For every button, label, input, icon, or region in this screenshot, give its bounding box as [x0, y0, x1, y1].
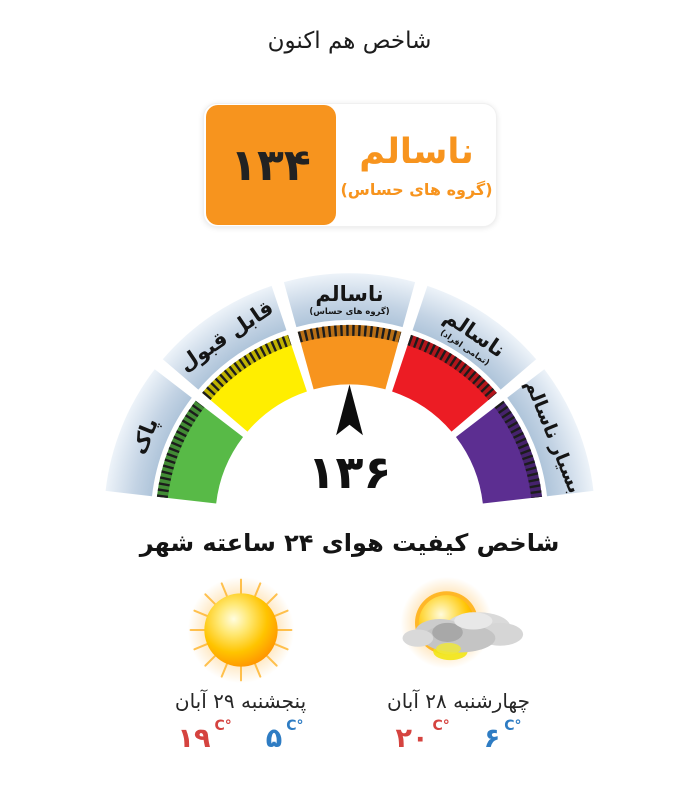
temp-low: ۶ C°: [483, 718, 522, 754]
gauge-segment-very-unhealthy: بسیار ناسالم: [455, 369, 594, 504]
celsius-unit: C°: [214, 718, 232, 734]
forecast-date: چهارشنبه ۲۸ آبان: [387, 689, 530, 713]
forecast-title: شاخص کیفیت هوای ۲۴ ساعته شهر: [139, 529, 560, 557]
temp-low: ۵ C°: [265, 718, 304, 754]
partly-cloudy-icon: [384, 575, 534, 685]
temp-high: ۱۹ C°: [177, 718, 232, 754]
temperature-row: ۱۹ C° ۵ C°: [177, 718, 304, 754]
aqi-status-sublabel: (گروه های حساس): [340, 180, 493, 200]
aqi-status-block: ناسالم (گروه های حساس): [338, 131, 496, 200]
gauge-sublabel-unhealthy-sensitive: (گروه های حساس): [309, 306, 389, 317]
forecast-day-today: چهارشنبه ۲۸ آبان ۲۰ C° ۶ C°: [364, 575, 554, 752]
gauge-label-unhealthy-sensitive: ناسالم: [315, 282, 383, 306]
aqi-status-label: ناسالم: [359, 131, 474, 172]
gauge-needle-icon: [336, 384, 363, 436]
gauge-segment-unhealthy: ناسالم (تمامی افراد): [392, 285, 537, 432]
sun-icon: [166, 575, 316, 685]
aqi-gauge: پاک قابل قبول ناسالم (گروه های حساس): [101, 270, 598, 509]
current-aqi-card: ۱۳۴ ناسالم (گروه های حساس): [202, 103, 497, 227]
gauge-segment-clean: پاک: [105, 369, 244, 504]
temp-high: ۲۰ C°: [395, 718, 450, 754]
forecast-date: پنجشنبه ۲۹ آبان: [174, 689, 307, 713]
aqi-value: ۱۳۴: [230, 139, 311, 191]
aqi-value-box: ۱۳۴: [205, 105, 336, 225]
celsius-unit: C°: [432, 718, 450, 734]
gauge-segment-unhealthy-sensitive: ناسالم (گروه های حساس): [283, 273, 416, 390]
gauge-segment-moderate: قابل قبول: [162, 285, 307, 432]
celsius-unit: C°: [504, 718, 522, 734]
gauge-value: ۱۳۶: [308, 446, 392, 499]
forecast-day-tomorrow: پنجشنبه ۲۹ آبان ۱۹ C° ۵ C°: [146, 575, 336, 752]
page-title: شاخص هم اکنون: [267, 28, 432, 54]
forecast-row: چهارشنبه ۲۸ آبان ۲۰ C° ۶ C°: [146, 575, 554, 752]
temperature-row: ۲۰ C° ۶ C°: [395, 718, 522, 754]
celsius-unit: C°: [286, 718, 304, 734]
